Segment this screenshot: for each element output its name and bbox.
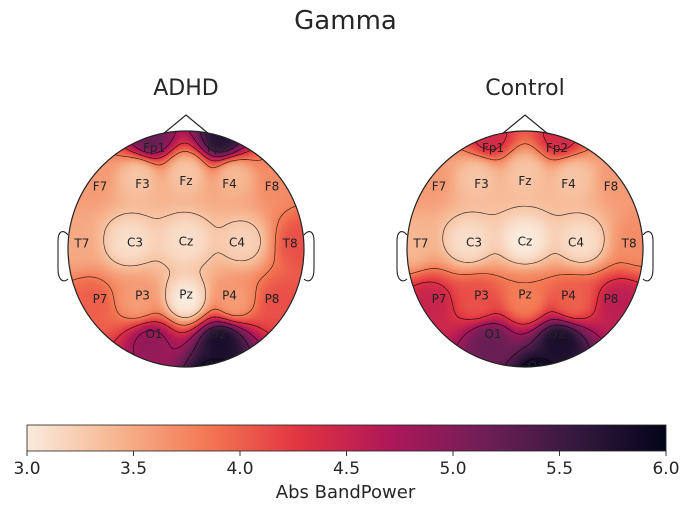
colorbar-tick-label: 4.5 xyxy=(333,459,360,479)
channel-label-o1: O1 xyxy=(485,327,502,341)
left-ear-outline xyxy=(396,231,408,282)
channel-label-p3: P3 xyxy=(474,289,489,303)
channel-label-pz: Pz xyxy=(518,288,532,302)
channel-label-p8: P8 xyxy=(265,292,280,306)
channel-label-p8: P8 xyxy=(604,292,619,306)
channel-label-c4: C4 xyxy=(568,236,584,250)
colorbar-tick-label: 4.0 xyxy=(226,459,253,479)
colorbar-gradient xyxy=(26,424,667,452)
channel-label-t8: T8 xyxy=(621,237,637,251)
head-outline xyxy=(406,130,644,368)
channel-label-fp2: Fp2 xyxy=(546,141,568,155)
panel-title: ADHD xyxy=(153,76,218,101)
nose-outline xyxy=(162,114,210,135)
channel-label-c3: C3 xyxy=(466,236,482,250)
channel-label-p7: P7 xyxy=(93,292,108,306)
channel-label-f4: F4 xyxy=(222,177,237,191)
channel-label-oz: Oz xyxy=(205,359,221,373)
channel-label-o2: O2 xyxy=(548,327,565,341)
colorbar: 3.0 3.5 4.0 4.5 5.0 5.5 6.0 xyxy=(13,424,680,479)
channel-label-fp2: Fp2 xyxy=(207,141,229,155)
topomap-heatmap xyxy=(68,131,304,367)
nose-outline xyxy=(501,114,549,135)
channel-label-t8: T8 xyxy=(282,237,298,251)
channel-label-o1: O1 xyxy=(146,327,163,341)
colorbar-tick-label: 5.5 xyxy=(546,459,573,479)
panel-title: Control xyxy=(485,76,565,101)
left-ear-outline xyxy=(57,231,69,282)
topomap-adhd: ADHD Fp1 Fp2 F7 F3 Fz F4 F8 T7 C3 Cz C4 T8 P7 P3 Pz P4 P8… xyxy=(57,76,315,373)
channel-label-p3: P3 xyxy=(135,289,150,303)
right-ear-outline xyxy=(303,231,315,282)
channel-label-t7: T7 xyxy=(412,237,428,251)
channel-label-f8: F8 xyxy=(265,179,280,193)
channel-label-p4: P4 xyxy=(561,289,576,303)
channel-label-pz: Pz xyxy=(179,288,193,302)
channel-label-f7: F7 xyxy=(93,179,108,193)
channel-label-cz: Cz xyxy=(179,235,194,249)
colorbar-tick-label: 3.5 xyxy=(120,459,147,479)
topomap-panels: ADHD Fp1 Fp2 F7 F3 Fz F4 F8 T7 C3 Cz C4 T8 P7 P3 Pz P4 P8… xyxy=(57,76,654,373)
channel-label-f3: F3 xyxy=(474,177,489,191)
channel-label-fp1: Fp1 xyxy=(482,141,504,155)
channel-label-t7: T7 xyxy=(73,237,89,251)
channel-label-o2: O2 xyxy=(209,327,226,341)
colorbar-tick-label: 3.0 xyxy=(13,459,40,479)
channel-label-f3: F3 xyxy=(135,177,150,191)
channel-label-fz: Fz xyxy=(518,174,531,188)
channel-label-fp1: Fp1 xyxy=(143,141,165,155)
topomap-heatmap xyxy=(407,131,643,367)
contour-lines xyxy=(407,131,643,367)
topomap-control: Control Fp1 Fp2 F7 F3 Fz F4 F8 T7 C3 Cz C4 T8 P7 P3 Pz P… xyxy=(396,76,654,373)
colorbar-label: Abs BandPower xyxy=(275,482,416,503)
channel-label-p7: P7 xyxy=(432,292,447,306)
colorbar-tick-label: 5.0 xyxy=(439,459,466,479)
channel-label-fz: Fz xyxy=(179,174,192,188)
channel-label-f8: F8 xyxy=(604,179,619,193)
channel-label-cz: Cz xyxy=(518,235,533,249)
channel-label-oz: Oz xyxy=(528,359,544,373)
figure-title: Gamma xyxy=(294,6,397,36)
channel-label-c3: C3 xyxy=(127,236,143,250)
channel-label-c4: C4 xyxy=(229,236,245,250)
right-ear-outline xyxy=(642,231,654,282)
channel-label-f4: F4 xyxy=(561,177,576,191)
channel-label-f7: F7 xyxy=(432,179,447,193)
colorbar-tick-label: 6.0 xyxy=(652,459,679,479)
channel-label-p4: P4 xyxy=(222,289,237,303)
head-outline xyxy=(67,130,305,368)
